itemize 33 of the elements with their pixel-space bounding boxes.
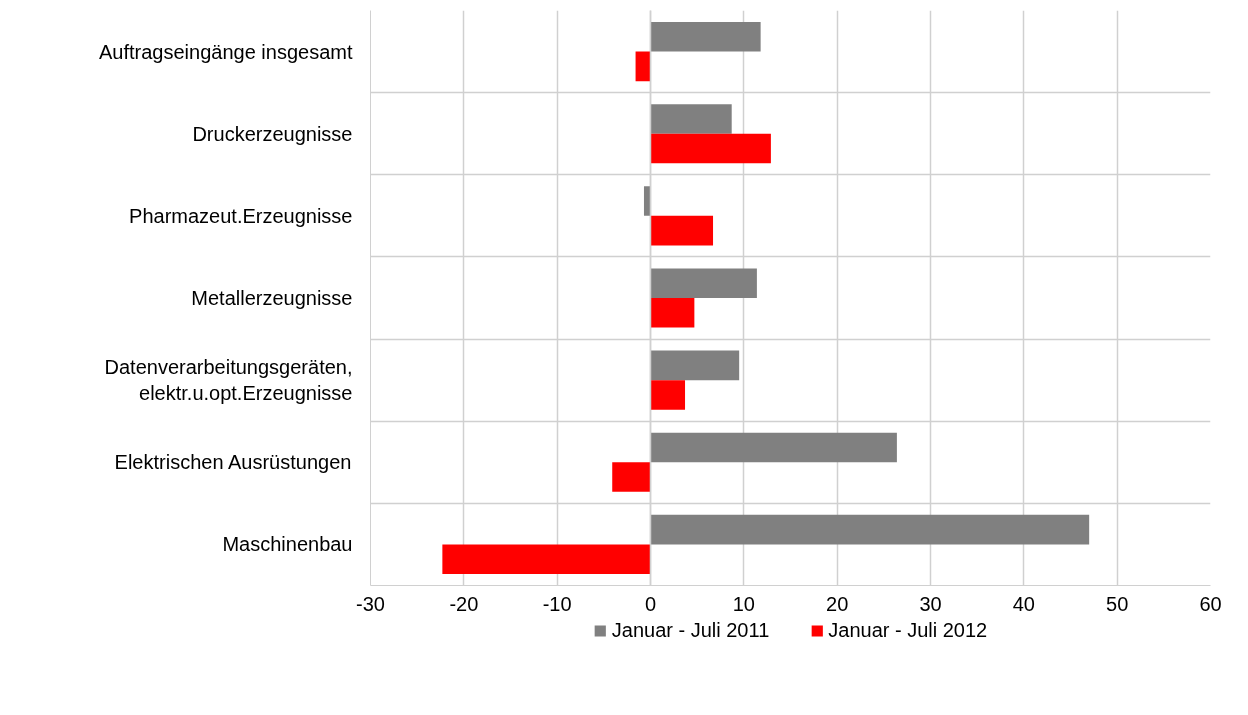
bar xyxy=(635,51,651,82)
x-tick-label: -30 xyxy=(356,592,385,615)
bar xyxy=(650,380,686,410)
x-tick-label: 20 xyxy=(826,592,849,615)
bar xyxy=(612,462,651,492)
y-tick-label: Maschinenbau xyxy=(222,533,353,556)
y-tick-label: Pharmazeut.Erzeugnisse xyxy=(129,204,353,227)
bar xyxy=(650,22,761,52)
bar xyxy=(650,268,757,298)
bar xyxy=(650,104,732,134)
x-tick-label: 0 xyxy=(644,592,657,615)
x-tick-label: 30 xyxy=(919,592,942,615)
y-tick-label: Elektrischen Ausrüstungen xyxy=(114,451,352,474)
x-tick-label: 50 xyxy=(1106,592,1129,615)
bar xyxy=(650,432,897,463)
x-tick-label: -20 xyxy=(449,592,479,615)
bar xyxy=(650,215,714,246)
bar xyxy=(650,514,1090,545)
y-tick-label: Datenverarbeitungsgeräten, elektr.u.opt.Erzeugnisse xyxy=(104,355,353,405)
bar xyxy=(650,133,771,164)
legend-label: Januar - Juli 2011 xyxy=(611,618,770,642)
y-tick-label: Druckerzeugnisse xyxy=(192,122,353,145)
y-tick-label: Metallerzeugnisse xyxy=(191,287,353,309)
bar xyxy=(650,298,695,328)
y-tick-label: Auftragseingänge insgesamt xyxy=(99,40,353,63)
x-tick-label: 40 xyxy=(1012,592,1035,615)
bar xyxy=(650,350,740,381)
bar xyxy=(643,186,651,216)
x-tick-label: 60 xyxy=(1199,592,1222,615)
bar xyxy=(442,544,651,574)
x-tick-label: -10 xyxy=(542,592,572,615)
legend-label: Januar - Juli 2012 xyxy=(828,618,988,642)
x-tick-label: 10 xyxy=(732,592,755,615)
